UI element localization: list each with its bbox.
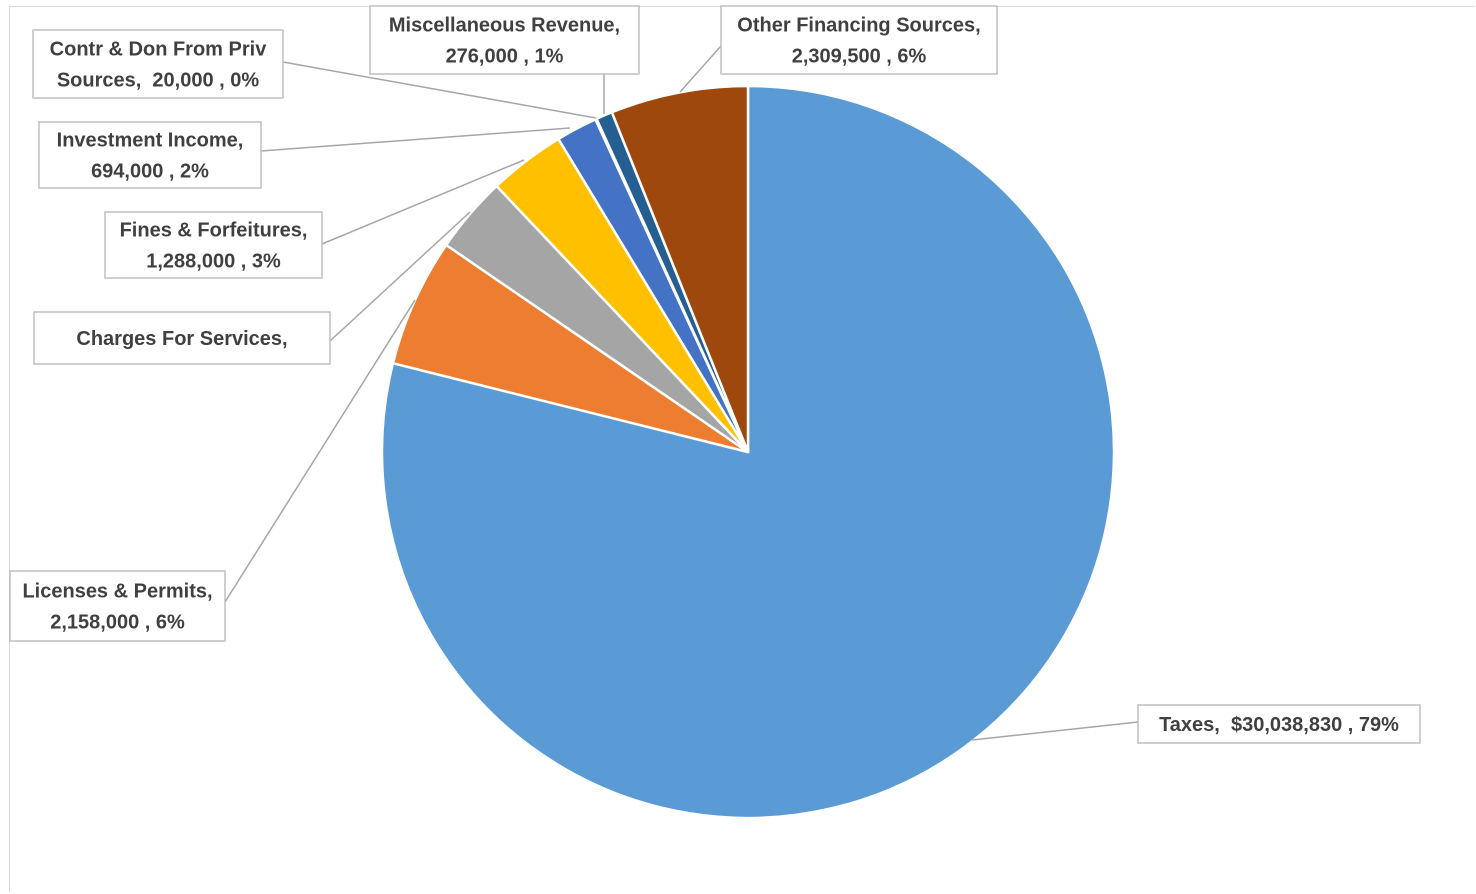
data-label-box [1137,704,1421,744]
data-label-text: Other Financing Sources, [737,15,980,37]
data-label-licenses-and-permits: Licenses & Permits, 2,158,000 , 6% [9,570,226,642]
data-labels-layer: Taxes, $30,038,830 , 79% Licenses & Permi… [9,5,1421,744]
leader-line-investment-income [260,127,571,152]
data-label-text: Licenses & Permits, [22,581,212,603]
leader-lines-layer [224,45,1139,741]
leader-line-taxes [971,721,1139,741]
data-label-text: Charges For Services, [76,328,287,350]
data-label-charges-for-services: Charges For Services, [33,311,331,365]
data-label-box [33,311,331,365]
data-label-text: Contr & Don From Priv [50,39,268,61]
data-label-box [720,5,998,75]
slices-layer [380,84,1116,820]
data-label-text: Miscellaneous Revenue, [389,15,620,37]
data-label-fines-and-forfeitures: Fines & Forfeitures, 1,288,000 , 3% [104,211,323,279]
data-label-box [32,29,284,99]
data-label-text: 1,288,000 , 3% [146,251,281,273]
data-label-text: 694,000 , 2% [91,161,209,183]
data-label-contr-and-don-from-priv-sources: Contr & Don From Priv Sources, 20,000 , 0… [32,29,284,99]
data-label-text: Fines & Forfeitures, [120,220,308,242]
leader-line-fines-and-forfeitures [321,159,525,245]
data-label-text: 2,158,000 , 6% [50,612,185,634]
data-label-investment-income: Investment Income, 694,000 , 2% [38,121,262,189]
data-label-text: Sources, 20,000 , 0% [57,70,260,92]
leader-line-charges-for-services [329,211,471,342]
pie-slice-other-financing-sources [610,84,750,454]
data-label-box [369,5,640,75]
data-label-text: Taxes, $30,038,830 , 79% [1159,714,1399,736]
leader-line-contr-and-don-from-priv-sources [282,61,597,119]
leader-line-licenses-and-permits [224,299,416,603]
data-label-text: 2,309,500 , 6% [792,46,927,68]
data-label-box [9,570,226,642]
data-label-text: Investment Income, [57,130,244,152]
data-label-miscellaneous-revenue: Miscellaneous Revenue, 276,000 , 1% [369,5,640,75]
data-label-other-financing-sources: Other Financing Sources, 2,309,500 , 6% [720,5,998,75]
data-label-text: 276,000 , 1% [446,46,564,68]
data-label-taxes: Taxes, $30,038,830 , 79% [1137,704,1421,744]
data-label-box [38,121,262,189]
data-label-box [104,211,323,279]
leader-line-other-financing-sources [679,45,722,93]
